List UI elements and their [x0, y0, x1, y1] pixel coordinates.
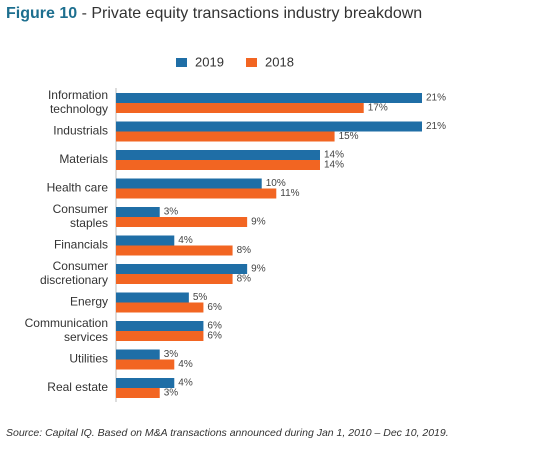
- category-label-line: Information: [48, 88, 108, 102]
- bar: [116, 93, 422, 103]
- bar: [116, 274, 233, 284]
- category-label: Energy: [70, 295, 108, 309]
- bar: [116, 321, 204, 331]
- value-label: 11%: [280, 188, 299, 199]
- category-label: Financials: [54, 238, 108, 252]
- bar: [116, 207, 160, 217]
- bar: [116, 188, 277, 199]
- bar: [116, 217, 248, 227]
- category-label-line: services: [64, 330, 108, 344]
- bar: [116, 359, 175, 370]
- bar: [116, 378, 175, 388]
- value-label: 17%: [368, 103, 388, 114]
- bar: [116, 235, 175, 246]
- category-label: Materials: [59, 152, 108, 166]
- value-label: 6%: [207, 321, 222, 332]
- bar: [116, 160, 320, 170]
- value-label: 6%: [207, 331, 222, 342]
- chart-title: - Private equity transactions industry b…: [82, 5, 423, 22]
- value-label: 15%: [339, 131, 359, 142]
- value-label: 8%: [237, 274, 252, 285]
- category-label: Communication services: [25, 316, 108, 344]
- legend-label: 2018: [265, 54, 294, 69]
- category-label-line: discretionary: [40, 273, 108, 287]
- value-label: 4%: [178, 359, 193, 370]
- value-label: 6%: [207, 302, 222, 313]
- category-label: Consumer discretionary: [40, 259, 108, 287]
- bar: [116, 103, 364, 113]
- legend-swatch: [246, 58, 257, 67]
- bar: [116, 178, 262, 189]
- legend-swatch: [176, 58, 187, 67]
- legend-label: 2019: [195, 54, 224, 69]
- category-label-line: Communication: [25, 316, 108, 330]
- value-label: 4%: [178, 235, 193, 246]
- bar: [116, 150, 320, 160]
- value-label: 10%: [266, 178, 286, 189]
- value-label: 3%: [164, 207, 179, 218]
- category-label: Utilities: [69, 352, 108, 366]
- bar: [116, 245, 233, 256]
- category-label: Consumer staples: [53, 202, 108, 230]
- category-label: Information technology: [48, 88, 108, 116]
- figure-label: Figure 10: [6, 5, 77, 22]
- category-label: Health care: [47, 181, 109, 195]
- value-label: 8%: [237, 245, 252, 256]
- value-label: 3%: [164, 388, 179, 399]
- source-note: Source: Capital IQ. Based on M&A transac…: [6, 427, 449, 439]
- value-label: 4%: [178, 378, 193, 389]
- value-label: 14%: [324, 150, 344, 161]
- category-label-line: Consumer: [53, 259, 108, 273]
- bar: [116, 131, 335, 142]
- category-label-line: technology: [50, 102, 108, 116]
- value-label: 21%: [426, 121, 446, 132]
- value-label: 9%: [251, 264, 266, 275]
- category-label: Real estate: [47, 380, 108, 394]
- bar: [116, 121, 422, 132]
- value-label: 9%: [251, 217, 266, 228]
- category-label-line: staples: [70, 216, 108, 230]
- bar: [116, 292, 189, 303]
- category-label: Industrials: [53, 124, 108, 138]
- bar: [116, 388, 160, 398]
- bar: [116, 302, 204, 313]
- value-label: 5%: [193, 292, 208, 303]
- bar: [116, 264, 248, 274]
- value-label: 14%: [324, 160, 344, 171]
- value-label: 21%: [426, 93, 446, 104]
- category-label-line: Consumer: [53, 202, 108, 216]
- value-label: 3%: [164, 349, 179, 360]
- bar: [116, 331, 204, 341]
- bar: [116, 349, 160, 360]
- title-line: Figure 10 - Private equity transactions …: [6, 5, 422, 22]
